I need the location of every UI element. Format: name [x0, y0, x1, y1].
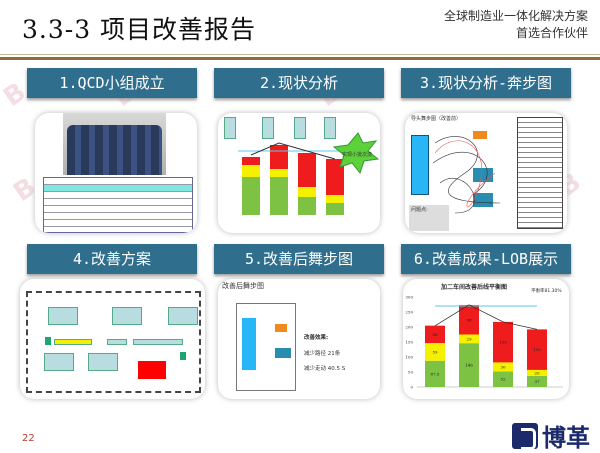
lob-chart-card: 加二车间改善后线平衡图 平衡率81.30% 0 50 100 150 200 250 300…: [403, 279, 569, 399]
panel-title-1: 1.QCD小组成立: [27, 68, 197, 98]
bar-segment: [425, 343, 445, 361]
current-state-chart: [238, 132, 380, 215]
data-label: 146: [465, 363, 473, 368]
problem-notes: 问题点:: [409, 205, 449, 231]
bar-segment: [493, 371, 513, 387]
data-label: 52: [500, 377, 506, 382]
page-title: 3.3-3 项目改善报告: [22, 15, 257, 44]
callout-small-batch: 实现小批次流: [342, 152, 373, 158]
after-layout: [236, 303, 296, 391]
balance-rate: 平衡率81.30%: [531, 289, 562, 294]
panel-title-5: 5.改善后舞步图: [214, 244, 384, 274]
bar-segment: [493, 362, 513, 372]
data-label: 135: [533, 347, 541, 352]
brand-logo-icon: [512, 422, 538, 450]
spaghetti-after-card: 改善后舞步图 改善效果: 减少路径 21条 减少走动 40.5 S: [218, 279, 380, 399]
result-walking: 减少走动 40.5 S: [304, 366, 346, 372]
y-tick-label: 50: [408, 370, 414, 375]
y-tick-label: 0: [410, 385, 413, 390]
team-photo: [63, 113, 166, 175]
panel-title-3: 3.现状分析-奔步图: [401, 68, 571, 98]
data-label: 20: [534, 370, 540, 375]
y-tick-label: 200: [405, 325, 413, 330]
bar-segment: [527, 375, 547, 387]
lob-chart: 0 50 100 150 200 250 300 87.5 59 58 146 29 98 52 30 135…: [405, 295, 563, 390]
bar-segment: [527, 369, 547, 376]
bar-segment: [527, 329, 547, 370]
spaghetti-before-card: 导头舞步图（改善前） 问题点:: [405, 113, 567, 233]
spaghetti-before-subtitle: 导头舞步图（改善前）: [411, 116, 462, 122]
y-tick-label: 300: [405, 295, 413, 300]
tagline-line-2: 首选合作伙伴: [515, 26, 588, 40]
spaghetti-after-subtitle: 改善后舞步图: [222, 282, 264, 290]
page-number: 22: [22, 433, 35, 444]
result-title: 改善效果:: [304, 335, 329, 341]
qcd-team-card: [35, 113, 197, 233]
bar-segment: [493, 321, 513, 363]
orange-block: [473, 131, 487, 139]
chart-title: 加二车间改善后线平衡图: [441, 284, 508, 291]
steps-table: [517, 117, 563, 229]
data-label: 135: [499, 340, 507, 345]
data-label: 29: [466, 336, 472, 341]
bar-segment: [459, 305, 479, 335]
blue-block: [473, 193, 493, 207]
y-tick-label: 250: [405, 310, 413, 315]
data-label: 37: [534, 379, 540, 384]
header-divider-thick: [0, 57, 600, 60]
y-tick-label: 100: [405, 355, 413, 360]
data-label: 98: [466, 317, 472, 322]
problem-notes-title: 问题点:: [411, 207, 428, 213]
panel-title-6: 6.改善成果-LOB展示: [401, 244, 571, 274]
bar-segment: [425, 360, 445, 387]
bar-segment: [459, 334, 479, 344]
data-label: 59: [432, 349, 438, 354]
result-path: 减少路径 21条: [304, 351, 341, 357]
data-label: 58: [432, 332, 438, 337]
data-label: 30: [500, 364, 506, 369]
y-tick-label: 150: [405, 340, 413, 345]
bar-segment: [425, 325, 445, 344]
tagline: 全球制造业一体化解决方案 首选合作伙伴: [444, 8, 588, 42]
team-table: [43, 177, 193, 233]
brand-logo: 博革: [512, 418, 590, 453]
red-station: [138, 361, 166, 379]
layout-boundary: [26, 291, 201, 393]
machine-block: [411, 135, 429, 195]
bar-segment: [459, 343, 479, 387]
tagline-line-1: 全球制造业一体化解决方案: [443, 9, 588, 23]
header-divider-thin: [0, 54, 600, 55]
panel-title-4: 4.改善方案: [27, 244, 197, 274]
spaghetti-lines: [432, 136, 501, 214]
current-analysis-card: 实现小批次流: [218, 113, 380, 233]
panel-title-2: 2.现状分析: [214, 68, 384, 98]
brand-logo-text: 博革: [542, 424, 590, 452]
ct-line: [434, 304, 538, 330]
improvement-plan-card: [20, 279, 205, 399]
data-label: 87.5: [431, 371, 440, 376]
